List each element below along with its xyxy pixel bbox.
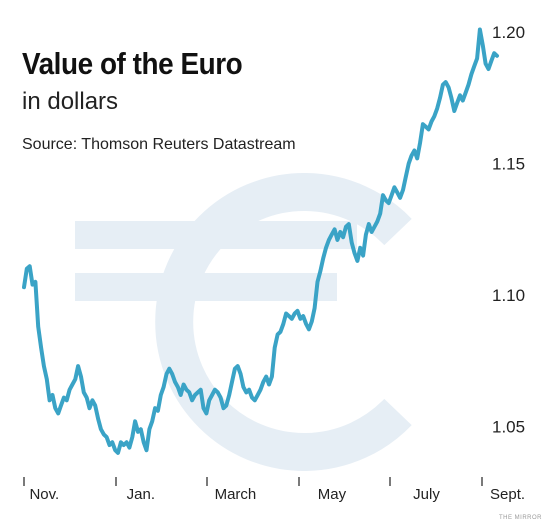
x-tick-label: Nov. <box>29 486 59 503</box>
x-axis: Nov. Jan. March May July Sept. <box>23 477 525 503</box>
x-tick-label: Sept. <box>490 486 525 503</box>
credit-label: THE MIRROR <box>499 515 542 521</box>
euro-symbol-watermark <box>75 173 412 471</box>
y-axis: 1.20 1.15 1.10 1.05 <box>492 23 525 436</box>
x-tick-label: March <box>215 486 257 503</box>
y-tick-label: 1.05 <box>492 418 525 437</box>
x-tick-label: July <box>413 486 440 503</box>
chart-subtitle: in dollars <box>22 88 119 115</box>
y-tick-label: 1.20 <box>492 23 525 42</box>
series-line <box>22 27 499 455</box>
x-tick-label: May <box>318 486 347 503</box>
chart-source: Source: Thomson Reuters Datastream <box>22 136 296 153</box>
y-tick-label: 1.15 <box>492 155 525 174</box>
y-tick-label: 1.10 <box>492 286 525 305</box>
x-tick-label: Jan. <box>127 486 155 503</box>
chart-title: Value of the Euro <box>22 46 243 81</box>
